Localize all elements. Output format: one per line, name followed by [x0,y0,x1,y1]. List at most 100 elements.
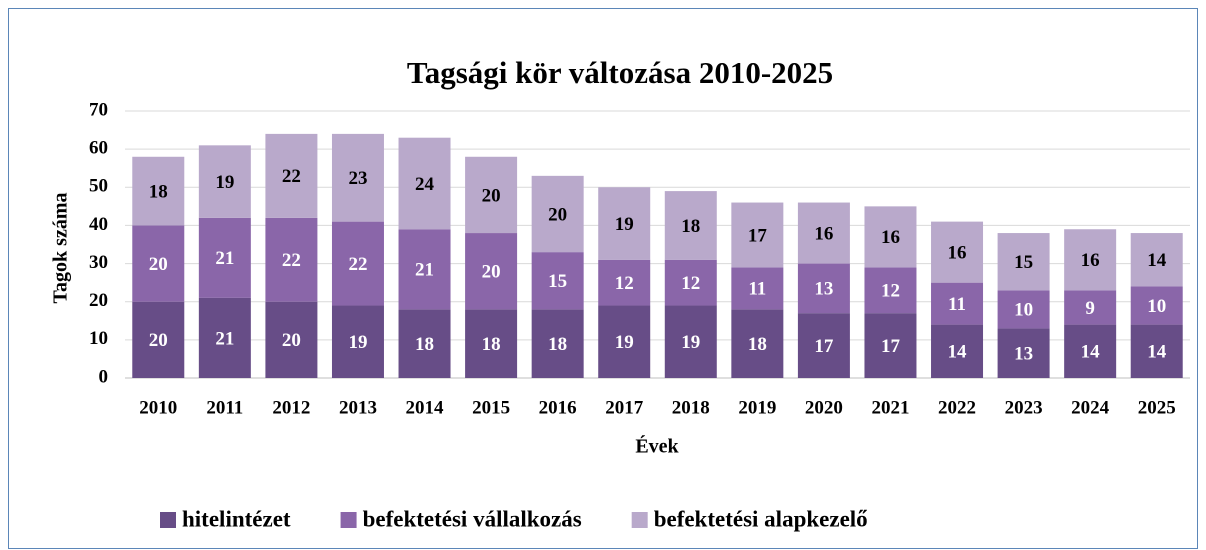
x-tick-label: 2025 [1138,397,1176,418]
data-label: 19 [615,214,634,235]
x-tick-label: 2024 [1071,397,1110,418]
bar-segment [465,309,518,378]
bar-segment [198,145,251,218]
data-label: 20 [482,185,501,206]
y-tick-label: 10 [89,328,108,349]
bar-segment [465,156,518,234]
x-tick-label: 2015 [472,397,510,418]
bar-segment [664,191,717,260]
x-axis-title: Évek [635,435,679,458]
bar-segment [531,175,584,253]
bar-segment [864,267,917,314]
data-label: 13 [1014,344,1033,365]
x-tick-label: 2013 [339,397,377,418]
bar-segment [1130,233,1183,287]
data-label: 12 [681,273,700,294]
x-tick-label: 2017 [605,397,644,418]
y-tick-label: 20 [89,290,108,311]
bar-segment [1064,324,1117,378]
bar-segment [1130,286,1183,325]
legend-label: hitelintézet [182,506,291,531]
bar-segment [132,156,185,226]
bar-segment [132,225,185,302]
bar-segment [198,297,251,378]
data-label: 18 [482,334,501,355]
bar-segment [931,282,984,325]
data-label: 10 [1147,296,1166,317]
y-tick-label: 30 [89,252,108,273]
data-label: 16 [814,223,833,244]
data-label: 20 [149,254,168,275]
legend-label: befektetési alapkezelő [654,506,868,531]
data-label: 13 [814,279,833,300]
bar-segment [398,229,451,310]
bar-segment [931,221,984,283]
data-label: 14 [1147,250,1167,271]
bar-segment [731,267,784,310]
bar-segment [1064,290,1117,325]
data-label: 12 [615,273,634,294]
data-label: 21 [215,248,234,269]
x-tick-label: 2022 [938,397,976,418]
data-label: 21 [415,260,434,281]
bar-segment [664,259,717,306]
bar-segment [265,133,318,218]
data-label: 22 [348,254,367,275]
data-label: 10 [1014,300,1033,321]
bar-segment [797,263,850,314]
data-label: 19 [348,332,367,353]
bar-segment [265,301,318,378]
bar-segment [1064,229,1117,291]
bar-segment [797,202,850,264]
data-label: 11 [948,294,966,315]
data-label: 16 [948,242,967,263]
bar-segment [864,206,917,268]
bar-segment [1130,324,1183,378]
x-tick-label: 2019 [738,397,776,418]
data-label: 20 [548,204,567,225]
y-tick-label: 50 [89,176,108,197]
bar-segment [598,187,651,260]
y-axis-title: Tagok száma [50,193,72,304]
data-label: 20 [282,330,301,351]
data-label: 15 [1014,252,1033,273]
legend-label: befektetési vállalkozás [363,506,582,531]
x-tick-label: 2014 [406,397,445,418]
bar-segment [331,305,384,378]
bar-segment [531,252,584,310]
data-label: 21 [215,328,234,349]
data-label: 17 [881,336,901,357]
data-label: 9 [1085,298,1095,319]
data-label: 22 [282,250,301,271]
bar-segment [598,259,651,306]
bar-segment [331,133,384,222]
x-tick-label: 2021 [871,397,909,418]
bar-segment [931,324,984,378]
bar-segment [398,137,451,230]
data-label: 19 [681,332,700,353]
data-label: 14 [948,342,968,363]
data-label: 16 [881,227,900,248]
y-tick-label: 0 [99,366,109,387]
data-label: 18 [748,334,767,355]
data-label: 11 [748,279,766,300]
bar-segment [398,309,451,378]
bar-segment [465,233,518,310]
x-tick-label: 2016 [539,397,577,418]
x-tick-label: 2018 [672,397,710,418]
data-label: 22 [282,166,301,187]
data-label: 17 [814,336,834,357]
y-tick-label: 60 [89,138,108,159]
data-label: 18 [149,181,168,202]
bar-segment [997,290,1050,329]
data-label: 20 [482,262,501,283]
x-tick-label: 2012 [272,397,310,418]
x-tick-label: 2023 [1005,397,1043,418]
chart-title: Tagsági kör változása 2010-2025 [407,55,833,90]
bar-segment [132,301,185,378]
legend-swatch [160,512,176,528]
data-label: 19 [215,172,234,193]
legend-swatch [340,512,357,528]
bar-segment [997,233,1050,291]
